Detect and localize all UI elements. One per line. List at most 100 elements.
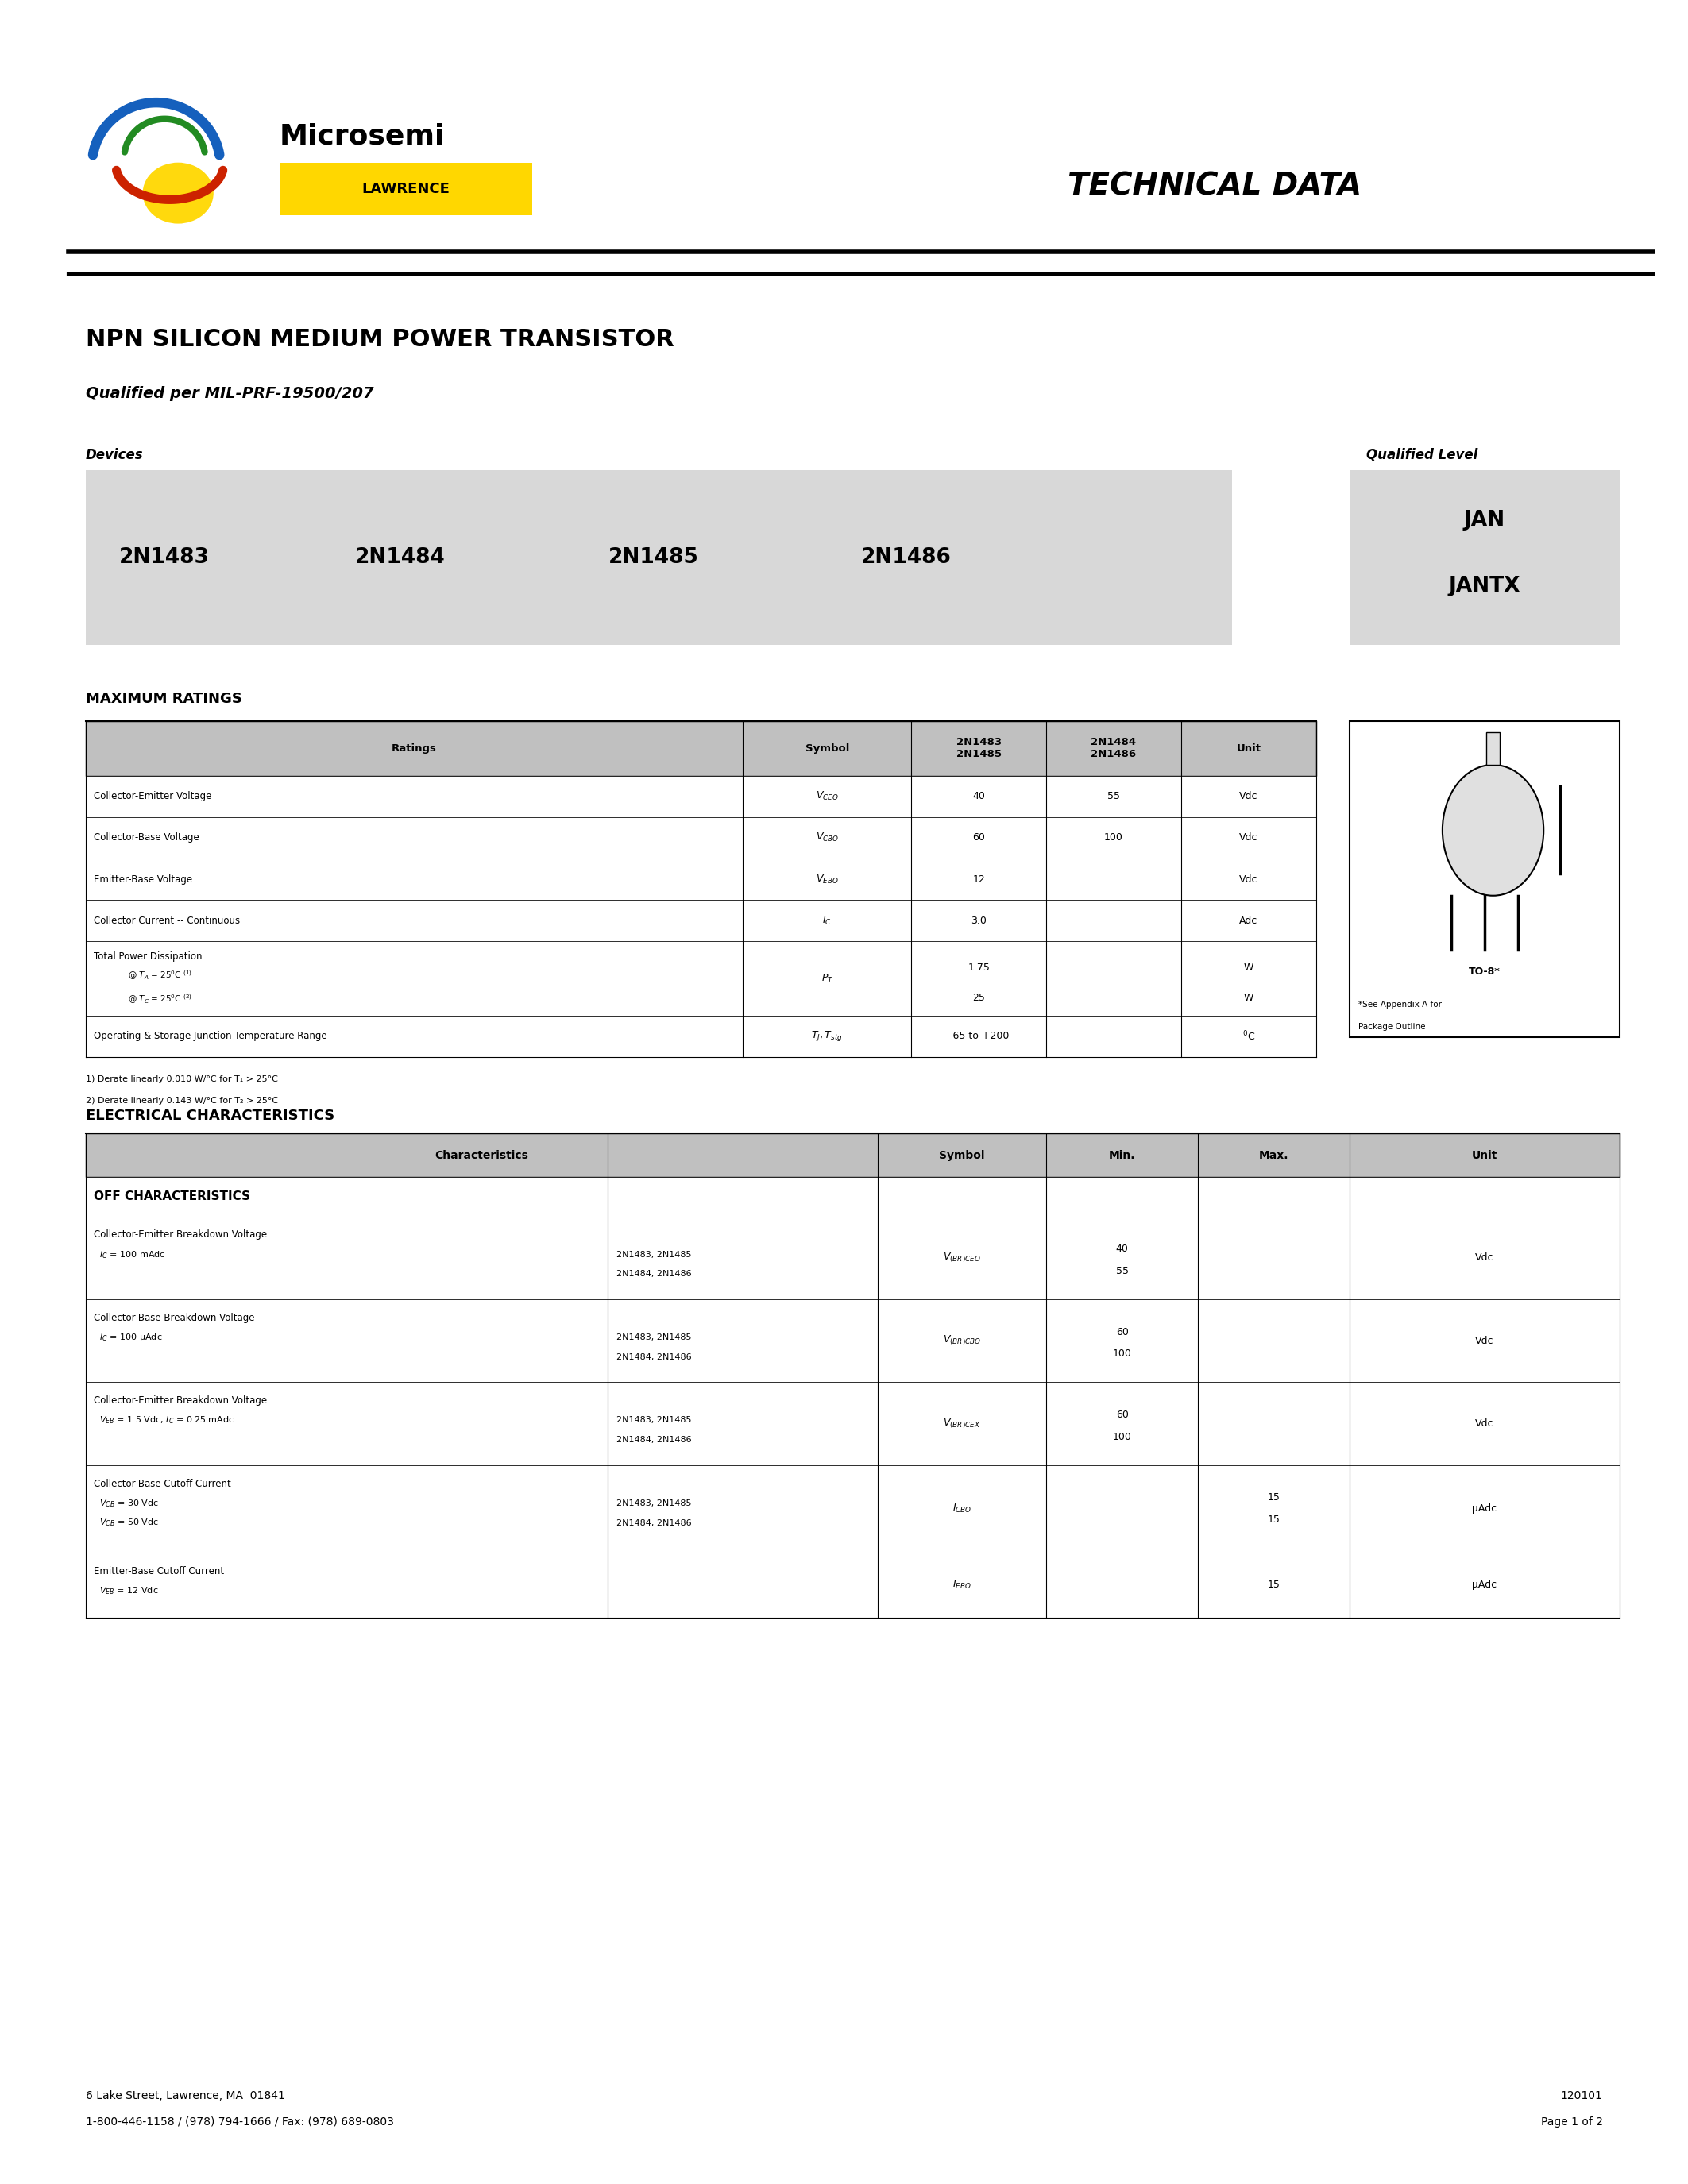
Text: Vdc: Vdc — [1475, 1417, 1494, 1428]
Text: Vdc: Vdc — [1239, 874, 1258, 885]
Text: Qualified Level: Qualified Level — [1367, 448, 1479, 463]
Text: 40: 40 — [1116, 1245, 1129, 1254]
Text: Collector-Emitter Breakdown Voltage: Collector-Emitter Breakdown Voltage — [95, 1230, 267, 1241]
Text: Devices: Devices — [86, 448, 143, 463]
Text: Min.: Min. — [1109, 1149, 1136, 1162]
FancyBboxPatch shape — [86, 858, 1317, 900]
Text: Characteristics: Characteristics — [436, 1149, 528, 1162]
Text: $I_C$ = 100 mAdc: $I_C$ = 100 mAdc — [95, 1249, 165, 1260]
Text: $V_{EB}$ = 12 Vdc: $V_{EB}$ = 12 Vdc — [95, 1586, 159, 1597]
FancyBboxPatch shape — [86, 1177, 1619, 1216]
Text: $^0$C: $^0$C — [1242, 1031, 1254, 1044]
Text: 120101: 120101 — [1561, 2090, 1602, 2101]
FancyBboxPatch shape — [1350, 721, 1619, 1037]
Text: 2N1486: 2N1486 — [861, 548, 952, 568]
FancyBboxPatch shape — [86, 470, 1232, 644]
Text: Ratings: Ratings — [392, 743, 437, 753]
Text: @ $T_C$ = 25$^0$C $^{(2)}$: @ $T_C$ = 25$^0$C $^{(2)}$ — [128, 994, 192, 1005]
Text: 60: 60 — [1116, 1328, 1129, 1337]
FancyBboxPatch shape — [86, 1465, 1619, 1553]
Text: 2N1483
2N1485: 2N1483 2N1485 — [955, 738, 1001, 760]
Text: Vdc: Vdc — [1475, 1337, 1494, 1345]
Text: 3.0: 3.0 — [971, 915, 987, 926]
Text: W: W — [1244, 963, 1254, 972]
Text: 15: 15 — [1268, 1514, 1280, 1524]
Text: Collector-Emitter Voltage: Collector-Emitter Voltage — [95, 791, 211, 802]
Text: ELECTRICAL CHARACTERISTICS: ELECTRICAL CHARACTERISTICS — [86, 1109, 334, 1123]
Text: *See Appendix A for: *See Appendix A for — [1359, 1000, 1442, 1009]
Text: $V_{(BR)CEO}$: $V_{(BR)CEO}$ — [944, 1251, 981, 1265]
Ellipse shape — [143, 162, 213, 223]
Text: LAWRENCE: LAWRENCE — [361, 181, 449, 197]
Text: W: W — [1244, 994, 1254, 1002]
Text: 2N1484: 2N1484 — [354, 548, 446, 568]
FancyBboxPatch shape — [86, 1553, 1619, 1618]
Text: 2N1483, 2N1485: 2N1483, 2N1485 — [616, 1334, 692, 1341]
Text: Package Outline: Package Outline — [1359, 1022, 1425, 1031]
Text: Qualified per MIL-PRF-19500/207: Qualified per MIL-PRF-19500/207 — [86, 387, 373, 402]
Text: $V_{(BR)CEX}$: $V_{(BR)CEX}$ — [944, 1417, 981, 1431]
Text: μAdc: μAdc — [1472, 1503, 1497, 1514]
Text: $I_{EBO}$: $I_{EBO}$ — [952, 1579, 971, 1592]
Text: 2N1483, 2N1485: 2N1483, 2N1485 — [616, 1251, 692, 1258]
Text: TECHNICAL DATA: TECHNICAL DATA — [1069, 173, 1362, 201]
Text: $I_C$: $I_C$ — [822, 915, 832, 926]
Text: Microsemi: Microsemi — [279, 122, 444, 151]
Text: $V_{EB}$ = 1.5 Vdc, $I_C$ = 0.25 mAdc: $V_{EB}$ = 1.5 Vdc, $I_C$ = 0.25 mAdc — [95, 1415, 235, 1426]
Text: 100: 100 — [1104, 832, 1123, 843]
FancyBboxPatch shape — [86, 1216, 1619, 1299]
Text: 2) Derate linearly 0.143 W/°C for T₂ > 25°C: 2) Derate linearly 0.143 W/°C for T₂ > 2… — [86, 1096, 279, 1105]
Text: $V_{CB}$ = 50 Vdc: $V_{CB}$ = 50 Vdc — [95, 1518, 159, 1529]
Text: Operating & Storage Junction Temperature Range: Operating & Storage Junction Temperature… — [95, 1031, 327, 1042]
Text: Page 1 of 2: Page 1 of 2 — [1541, 2116, 1602, 2127]
FancyBboxPatch shape — [86, 900, 1317, 941]
Text: Collector-Base Cutoff Current: Collector-Base Cutoff Current — [95, 1479, 231, 1489]
Text: Collector Current -- Continuous: Collector Current -- Continuous — [95, 915, 240, 926]
Text: 2N1483, 2N1485: 2N1483, 2N1485 — [616, 1498, 692, 1507]
Text: MAXIMUM RATINGS: MAXIMUM RATINGS — [86, 692, 241, 705]
Text: 1-800-446-1158 / (978) 794-1666 / Fax: (978) 689-0803: 1-800-446-1158 / (978) 794-1666 / Fax: (… — [86, 2116, 393, 2127]
Text: Unit: Unit — [1472, 1149, 1497, 1162]
Text: Max.: Max. — [1259, 1149, 1288, 1162]
Text: 2N1484
2N1486: 2N1484 2N1486 — [1090, 738, 1136, 760]
Text: Collector-Emitter Breakdown Voltage: Collector-Emitter Breakdown Voltage — [95, 1396, 267, 1406]
Text: Emitter-Base Voltage: Emitter-Base Voltage — [95, 874, 192, 885]
Text: 1.75: 1.75 — [967, 963, 989, 972]
Text: 2N1484, 2N1486: 2N1484, 2N1486 — [616, 1437, 692, 1444]
Text: 40: 40 — [972, 791, 986, 802]
Text: Total Power Dissipation: Total Power Dissipation — [95, 952, 203, 961]
Text: $P_T$: $P_T$ — [820, 972, 834, 985]
FancyBboxPatch shape — [279, 162, 532, 214]
Text: 2N1485: 2N1485 — [608, 548, 699, 568]
Text: $V_{(BR)CBO}$: $V_{(BR)CBO}$ — [944, 1334, 981, 1348]
Text: 25: 25 — [972, 994, 986, 1002]
Text: Collector-Base Breakdown Voltage: Collector-Base Breakdown Voltage — [95, 1313, 255, 1324]
FancyBboxPatch shape — [86, 1299, 1619, 1382]
Text: Adc: Adc — [1239, 915, 1258, 926]
Text: Vdc: Vdc — [1239, 791, 1258, 802]
Text: μAdc: μAdc — [1472, 1579, 1497, 1590]
Text: TO-8*: TO-8* — [1469, 968, 1501, 976]
Text: Vdc: Vdc — [1239, 832, 1258, 843]
Text: 1) Derate linearly 0.010 W/°C for T₁ > 25°C: 1) Derate linearly 0.010 W/°C for T₁ > 2… — [86, 1075, 277, 1083]
Text: $V_{CB}$ = 30 Vdc: $V_{CB}$ = 30 Vdc — [95, 1498, 159, 1509]
Text: Symbol: Symbol — [805, 743, 849, 753]
FancyBboxPatch shape — [86, 817, 1317, 858]
FancyBboxPatch shape — [86, 941, 1317, 1016]
Text: 100: 100 — [1112, 1350, 1131, 1358]
Text: 55: 55 — [1107, 791, 1121, 802]
Circle shape — [1443, 764, 1543, 895]
Text: $T_J, T_{stg}$: $T_J, T_{stg}$ — [812, 1029, 842, 1044]
Text: $V_{CBO}$: $V_{CBO}$ — [815, 832, 839, 843]
Text: $V_{EBO}$: $V_{EBO}$ — [815, 874, 839, 885]
Text: 15: 15 — [1268, 1492, 1280, 1503]
Text: Collector-Base Voltage: Collector-Base Voltage — [95, 832, 199, 843]
Text: 2N1484, 2N1486: 2N1484, 2N1486 — [616, 1518, 692, 1527]
Text: Emitter-Base Cutoff Current: Emitter-Base Cutoff Current — [95, 1566, 225, 1577]
Text: JAN: JAN — [1463, 511, 1506, 531]
FancyBboxPatch shape — [1350, 470, 1619, 644]
Text: $V_{CEO}$: $V_{CEO}$ — [815, 791, 839, 802]
Text: $I_C$ = 100 μAdc: $I_C$ = 100 μAdc — [95, 1332, 162, 1343]
Text: 60: 60 — [1116, 1409, 1129, 1420]
Text: 2N1484, 2N1486: 2N1484, 2N1486 — [616, 1354, 692, 1361]
